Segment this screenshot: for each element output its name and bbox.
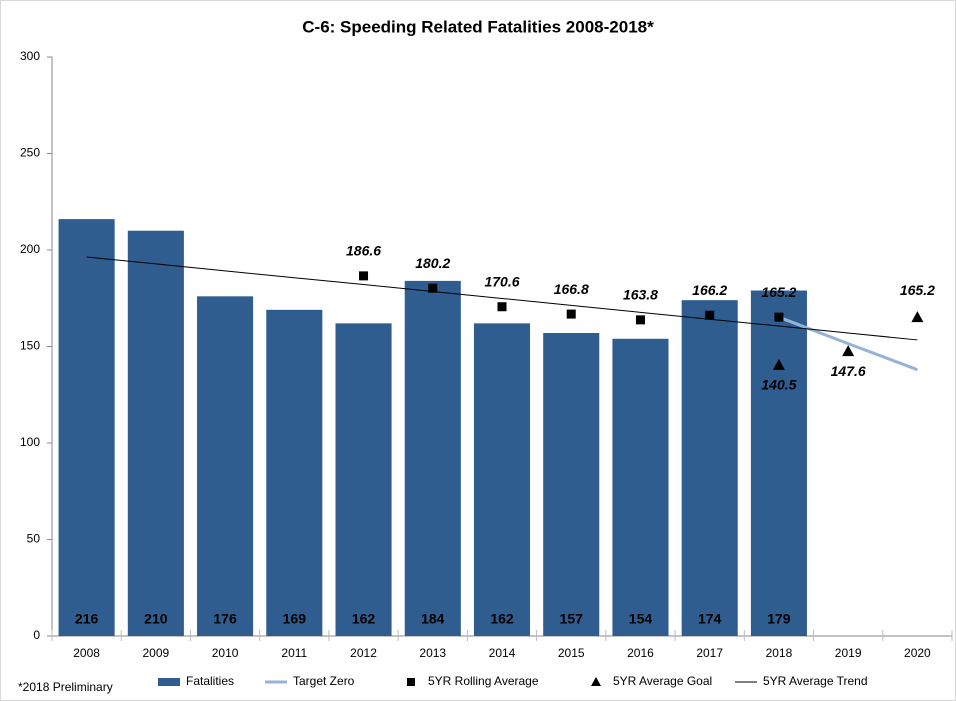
bar — [473, 323, 531, 636]
bar-label: 169 — [283, 611, 307, 627]
bar-label: 179 — [767, 611, 791, 627]
point-label: 163.8 — [623, 287, 658, 303]
legend-label: Target Zero — [293, 674, 355, 688]
bar — [750, 290, 807, 636]
x-tick-label: 2015 — [558, 646, 585, 660]
bar-label: 216 — [75, 611, 99, 627]
point-label: 140.5 — [761, 377, 796, 393]
marker — [774, 312, 784, 322]
x-tick-label: 2009 — [142, 646, 169, 660]
point-label: 165.2 — [900, 282, 935, 298]
legend-swatch — [591, 677, 601, 686]
bar-label: 157 — [560, 611, 584, 627]
point-label: 180.2 — [415, 255, 450, 271]
marker — [497, 302, 507, 312]
point-label: 166.2 — [692, 282, 727, 298]
line — [86, 256, 918, 341]
bar-label: 176 — [213, 611, 237, 627]
y-tick-label: 100 — [20, 435, 40, 449]
bar — [335, 323, 392, 636]
y-tick-label: 200 — [20, 242, 40, 256]
x-tick-label: 2020 — [904, 646, 931, 660]
bar-label: 154 — [629, 611, 653, 627]
y-tick-label: 150 — [20, 339, 40, 353]
bar — [681, 300, 738, 636]
bar — [197, 296, 254, 636]
point-label: 147.6 — [831, 363, 866, 379]
marker — [566, 309, 576, 319]
point-label: 165.2 — [761, 284, 796, 300]
bar-label: 174 — [698, 611, 722, 627]
marker — [359, 271, 369, 281]
x-tick-label: 2018 — [766, 646, 793, 660]
x-tick-label: 2019 — [835, 646, 862, 660]
bar — [127, 230, 184, 636]
bar — [404, 280, 461, 636]
x-tick-label: 2013 — [419, 646, 446, 660]
marker — [842, 345, 855, 357]
x-tick-label: 2014 — [489, 646, 516, 660]
legend-label: 5YR Average Trend — [763, 674, 868, 688]
x-tick-label: 2008 — [73, 646, 100, 660]
bar-label: 162 — [490, 611, 514, 627]
point-label: 170.6 — [484, 273, 519, 289]
legend-label: Fatalities — [186, 674, 234, 688]
marker — [635, 315, 645, 325]
bar-label: 210 — [144, 611, 168, 627]
legend-swatch — [407, 678, 415, 686]
y-tick-label: 250 — [20, 146, 40, 160]
x-tick-label: 2012 — [350, 646, 377, 660]
marker — [705, 310, 715, 320]
bar — [612, 338, 669, 636]
x-tick-label: 2017 — [696, 646, 723, 660]
bar — [58, 219, 115, 636]
marker — [772, 358, 785, 370]
bar-label: 162 — [352, 611, 376, 627]
y-tick-label: 300 — [20, 49, 40, 63]
point-label: 166.8 — [554, 281, 589, 297]
bar-label: 184 — [421, 611, 445, 627]
legend-label: 5YR Rolling Average — [428, 674, 539, 688]
y-tick-label: 0 — [33, 628, 40, 642]
point-label: 186.6 — [346, 243, 381, 259]
marker — [911, 311, 924, 323]
x-tick-label: 2011 — [281, 646, 307, 660]
x-tick-label: 2016 — [627, 646, 654, 660]
x-tick-label: 2010 — [212, 646, 239, 660]
chart-title: C-6: Speeding Related Fatalities 2008-20… — [302, 17, 654, 36]
footnote: *2018 Preliminary — [18, 680, 113, 694]
legend-label: 5YR Average Goal — [613, 674, 712, 688]
line — [778, 315, 918, 372]
y-tick-label: 50 — [27, 532, 41, 546]
bar — [266, 309, 323, 636]
legend-swatch — [158, 678, 180, 686]
bar — [543, 332, 600, 636]
marker — [428, 283, 438, 293]
